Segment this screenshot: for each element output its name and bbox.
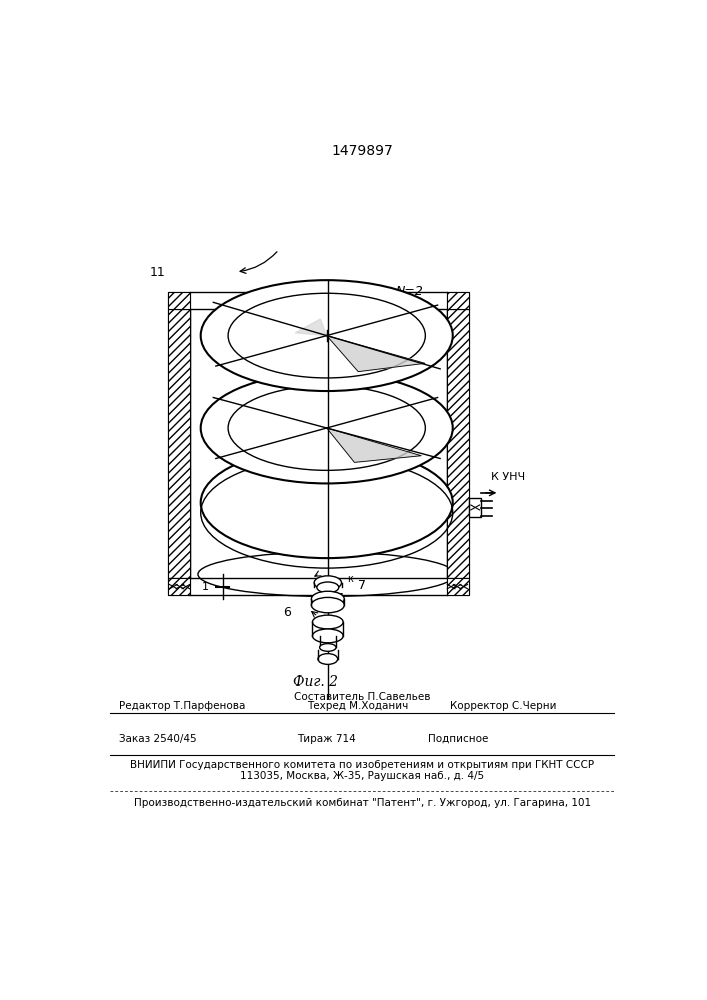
Ellipse shape	[201, 373, 452, 483]
Text: 8: 8	[241, 485, 249, 498]
Ellipse shape	[201, 447, 452, 558]
Text: К УНЧ: К УНЧ	[491, 472, 525, 482]
Ellipse shape	[312, 629, 343, 643]
Text: 10: 10	[243, 312, 259, 325]
Bar	[448, 292, 469, 309]
Bar	[168, 309, 189, 578]
Text: Тираж 714: Тираж 714	[297, 734, 356, 744]
Text: Корректор С.Черни: Корректор С.Черни	[450, 701, 556, 711]
Bar	[469, 498, 481, 517]
Ellipse shape	[314, 576, 341, 590]
Text: 113035, Москва, Ж-35, Раушская наб., д. 4/5: 113035, Москва, Ж-35, Раушская наб., д. …	[240, 771, 484, 781]
Text: 6: 6	[283, 606, 291, 619]
Bar	[168, 292, 189, 309]
Text: 1: 1	[202, 582, 209, 592]
Ellipse shape	[312, 615, 343, 629]
Text: Составитель П.Савельев: Составитель П.Савельев	[294, 692, 431, 702]
Text: Подписное: Подписное	[428, 734, 489, 744]
Text: ВНИИПИ Государственного комитета по изобретениям и открытиям при ГКНТ СССР: ВНИИПИ Государственного комитета по изоб…	[130, 760, 595, 770]
Ellipse shape	[311, 597, 344, 613]
Text: 9: 9	[235, 405, 243, 418]
Bar	[168, 578, 189, 595]
Bar	[448, 578, 469, 595]
Text: Производственно-издательский комбинат "Патент", г. Ужгород, ул. Гагарина, 101: Производственно-издательский комбинат "П…	[134, 798, 591, 808]
Text: N=2: N=2	[396, 285, 424, 298]
Bar	[448, 309, 469, 578]
Polygon shape	[296, 319, 327, 336]
Bar	[448, 578, 469, 595]
Bar	[448, 292, 469, 309]
Ellipse shape	[201, 280, 452, 391]
Text: Редактор Т.Парфенова: Редактор Т.Парфенова	[119, 701, 245, 711]
Text: к: к	[347, 574, 353, 584]
Text: 11: 11	[149, 266, 165, 279]
Polygon shape	[327, 336, 425, 372]
Bar	[168, 292, 189, 309]
Text: Заказ 2540/45: Заказ 2540/45	[119, 734, 196, 744]
Ellipse shape	[228, 386, 426, 470]
Bar	[168, 578, 189, 595]
Ellipse shape	[320, 644, 336, 651]
Polygon shape	[327, 428, 421, 462]
Text: 7: 7	[358, 579, 366, 592]
Ellipse shape	[317, 582, 339, 593]
Text: Техред М.Ходанич: Техред М.Ходанич	[308, 701, 409, 711]
Ellipse shape	[318, 654, 338, 664]
Text: Фиг. 2: Фиг. 2	[293, 675, 338, 689]
Bar	[168, 309, 189, 578]
Bar	[448, 309, 469, 578]
Text: 1479897: 1479897	[332, 144, 393, 158]
Text: N=2: N=2	[338, 399, 366, 412]
Ellipse shape	[311, 591, 344, 607]
Ellipse shape	[228, 293, 426, 378]
